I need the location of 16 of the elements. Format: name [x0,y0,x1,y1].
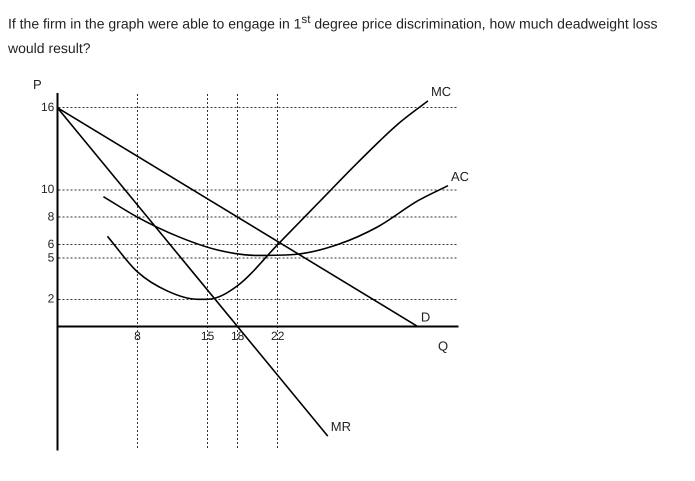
y-tick-label: 16 [40,100,55,114]
y-tick-label: 8 [48,209,55,224]
y-tick-label: 2 [48,291,55,306]
series-label: D [420,309,430,324]
y-axis-title: P [33,76,42,92]
x-tick-label: 22 [271,328,285,343]
y-tick-label: 10 [40,182,55,196]
chart-title: If the firm in the graph were able to engage in 1$^{st}$ degree price discrimination, how much deadweight loss would result? [8,13,658,56]
series-label: AC [450,168,470,184]
x-axis-title: Q [438,338,448,354]
series-label: MC [430,84,452,99]
series-label: MR [330,418,352,434]
x-tick-label: 15 [200,328,215,343]
y-tick-label: 6 [48,236,55,250]
y-tick-label: 5 [48,250,55,264]
x-tick-label: 8 [134,328,142,343]
